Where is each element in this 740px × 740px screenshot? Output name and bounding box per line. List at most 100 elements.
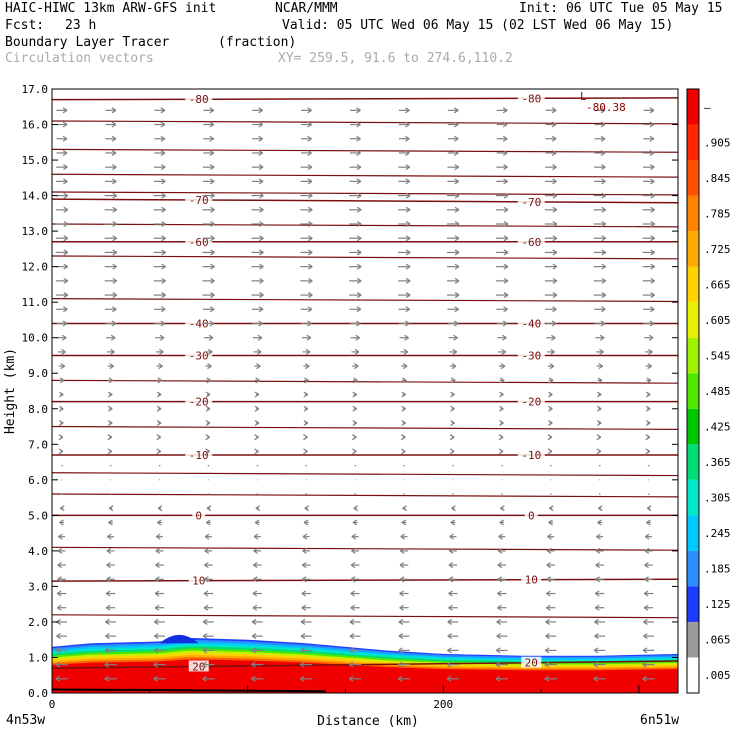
wind-vector-head: [353, 505, 359, 512]
wind-vector-head: [60, 363, 66, 370]
wind-vector-head: [254, 434, 259, 441]
wind-vector-head: [598, 363, 604, 370]
wind-vector-head: [304, 363, 310, 370]
wind-vector-head: [160, 107, 166, 114]
plot-frame: [51, 88, 679, 694]
wind-vector-head: [307, 320, 312, 327]
contour-line: [51, 191, 679, 196]
wind-vector-head: [205, 391, 211, 398]
wind-vector-head: [594, 633, 599, 640]
wind-vector-head: [503, 235, 509, 242]
wind-vector-head: [63, 249, 69, 256]
wind-vector-head: [447, 633, 453, 640]
wind-vector-head: [63, 306, 68, 313]
wind-vector-head: [503, 206, 509, 213]
init-label: Init: 06 UTC Tue 05 May 15: [519, 1, 723, 16]
contour-label: -30: [521, 349, 541, 362]
wind-vector-head: [258, 306, 264, 313]
wind-vector-head: [209, 135, 215, 142]
wind-vector-head: [601, 164, 606, 171]
wind-vector-head: [307, 292, 313, 299]
y-tick-label: 17.0: [22, 83, 49, 96]
wind-vector-head: [404, 334, 409, 341]
wind-vector-head: [552, 235, 558, 242]
contour-label-bg: [185, 448, 213, 460]
wind-vector-head: [306, 334, 312, 341]
wind-vector-head: [601, 249, 607, 256]
wind-vector-head: [601, 206, 607, 213]
wind-vector-head: [601, 178, 606, 185]
wind-vector-head: [502, 149, 508, 156]
wind-vector-head: [451, 363, 457, 370]
wind-vector-head: [596, 419, 602, 426]
contour-label-bg: [517, 317, 545, 329]
wind-vector-head: [499, 419, 504, 426]
wind-vector-head: [304, 377, 309, 384]
wind-vector-head: [547, 434, 553, 441]
fcst-label: Fcst:: [5, 18, 45, 33]
wind-vector-head: [307, 206, 313, 213]
wind-vector-head: [259, 263, 264, 270]
wind-vector-head: [58, 448, 64, 455]
y-tick-label: 4.0: [28, 545, 48, 558]
wind-vector-head: [112, 221, 118, 228]
wind-vector-head: [161, 263, 166, 270]
wind-vector-head: [154, 618, 159, 625]
contour-line: [51, 97, 679, 101]
wind-vector-head: [349, 647, 354, 654]
wind-vector-head: [307, 263, 313, 270]
wind-vector-head: [258, 164, 264, 171]
x-end-label-left: 4n53w: [6, 713, 45, 728]
colorbar-label: .905: [704, 136, 731, 149]
wind-vector-head: [111, 320, 117, 327]
wind-vector-head: [454, 249, 460, 256]
wind-vector-head: [552, 292, 558, 299]
y-tick-label: 2.0: [28, 616, 48, 629]
wind-vector-head: [450, 419, 455, 426]
wind-vector-head: [203, 604, 209, 611]
contour-label-bg: [517, 349, 545, 361]
colorbar-label: .485: [704, 385, 731, 398]
wind-vector-head: [405, 277, 411, 284]
wind-vector-head: [551, 149, 557, 156]
wind-vector-head: [546, 562, 552, 569]
wind-vector-head: [499, 519, 505, 526]
wind-vector-head: [447, 618, 453, 625]
wind-vector-head: [55, 675, 61, 682]
wind-vector-head: [645, 434, 651, 441]
wind-vector-head: [156, 434, 162, 441]
y-tick-label: 0.0: [28, 687, 48, 700]
wind-vector-head: [307, 221, 313, 228]
wind-vector-head: [349, 618, 355, 625]
wind-vector-head: [544, 675, 550, 682]
wind-vector-head: [61, 348, 66, 355]
wind-vector-head: [649, 306, 655, 313]
colorbar-label: .065: [704, 634, 731, 647]
wind-vector-head: [448, 604, 453, 611]
wind-vector-head: [112, 206, 118, 213]
contour-label-bg: [188, 574, 209, 586]
colorbar-swatch: [687, 302, 699, 338]
wind-vector-head: [450, 519, 456, 526]
contour-label: 0: [528, 509, 535, 522]
wind-vector-head: [650, 221, 655, 228]
wind-vector-head: [303, 519, 309, 526]
wind-vector-head: [252, 604, 258, 611]
wind-vector-head: [63, 178, 68, 185]
wind-vector-head: [352, 434, 357, 441]
wind-vector-head: [405, 221, 411, 228]
wind-vector-head: [59, 377, 65, 384]
wind-vector-head: [495, 675, 501, 682]
wind-vector-head: [450, 405, 455, 412]
contour-label: -10: [521, 449, 541, 462]
wind-vector-head: [302, 547, 307, 554]
y-tick-label: 8.0: [28, 403, 48, 416]
wind-vector-head: [503, 292, 509, 299]
wind-vector-head: [397, 661, 403, 668]
wind-vector-head: [161, 249, 166, 256]
wind-vector-head: [299, 661, 305, 668]
y-tick-label: 1.0: [28, 651, 48, 664]
contour-line: [51, 148, 679, 153]
wind-vector-head: [207, 348, 213, 355]
